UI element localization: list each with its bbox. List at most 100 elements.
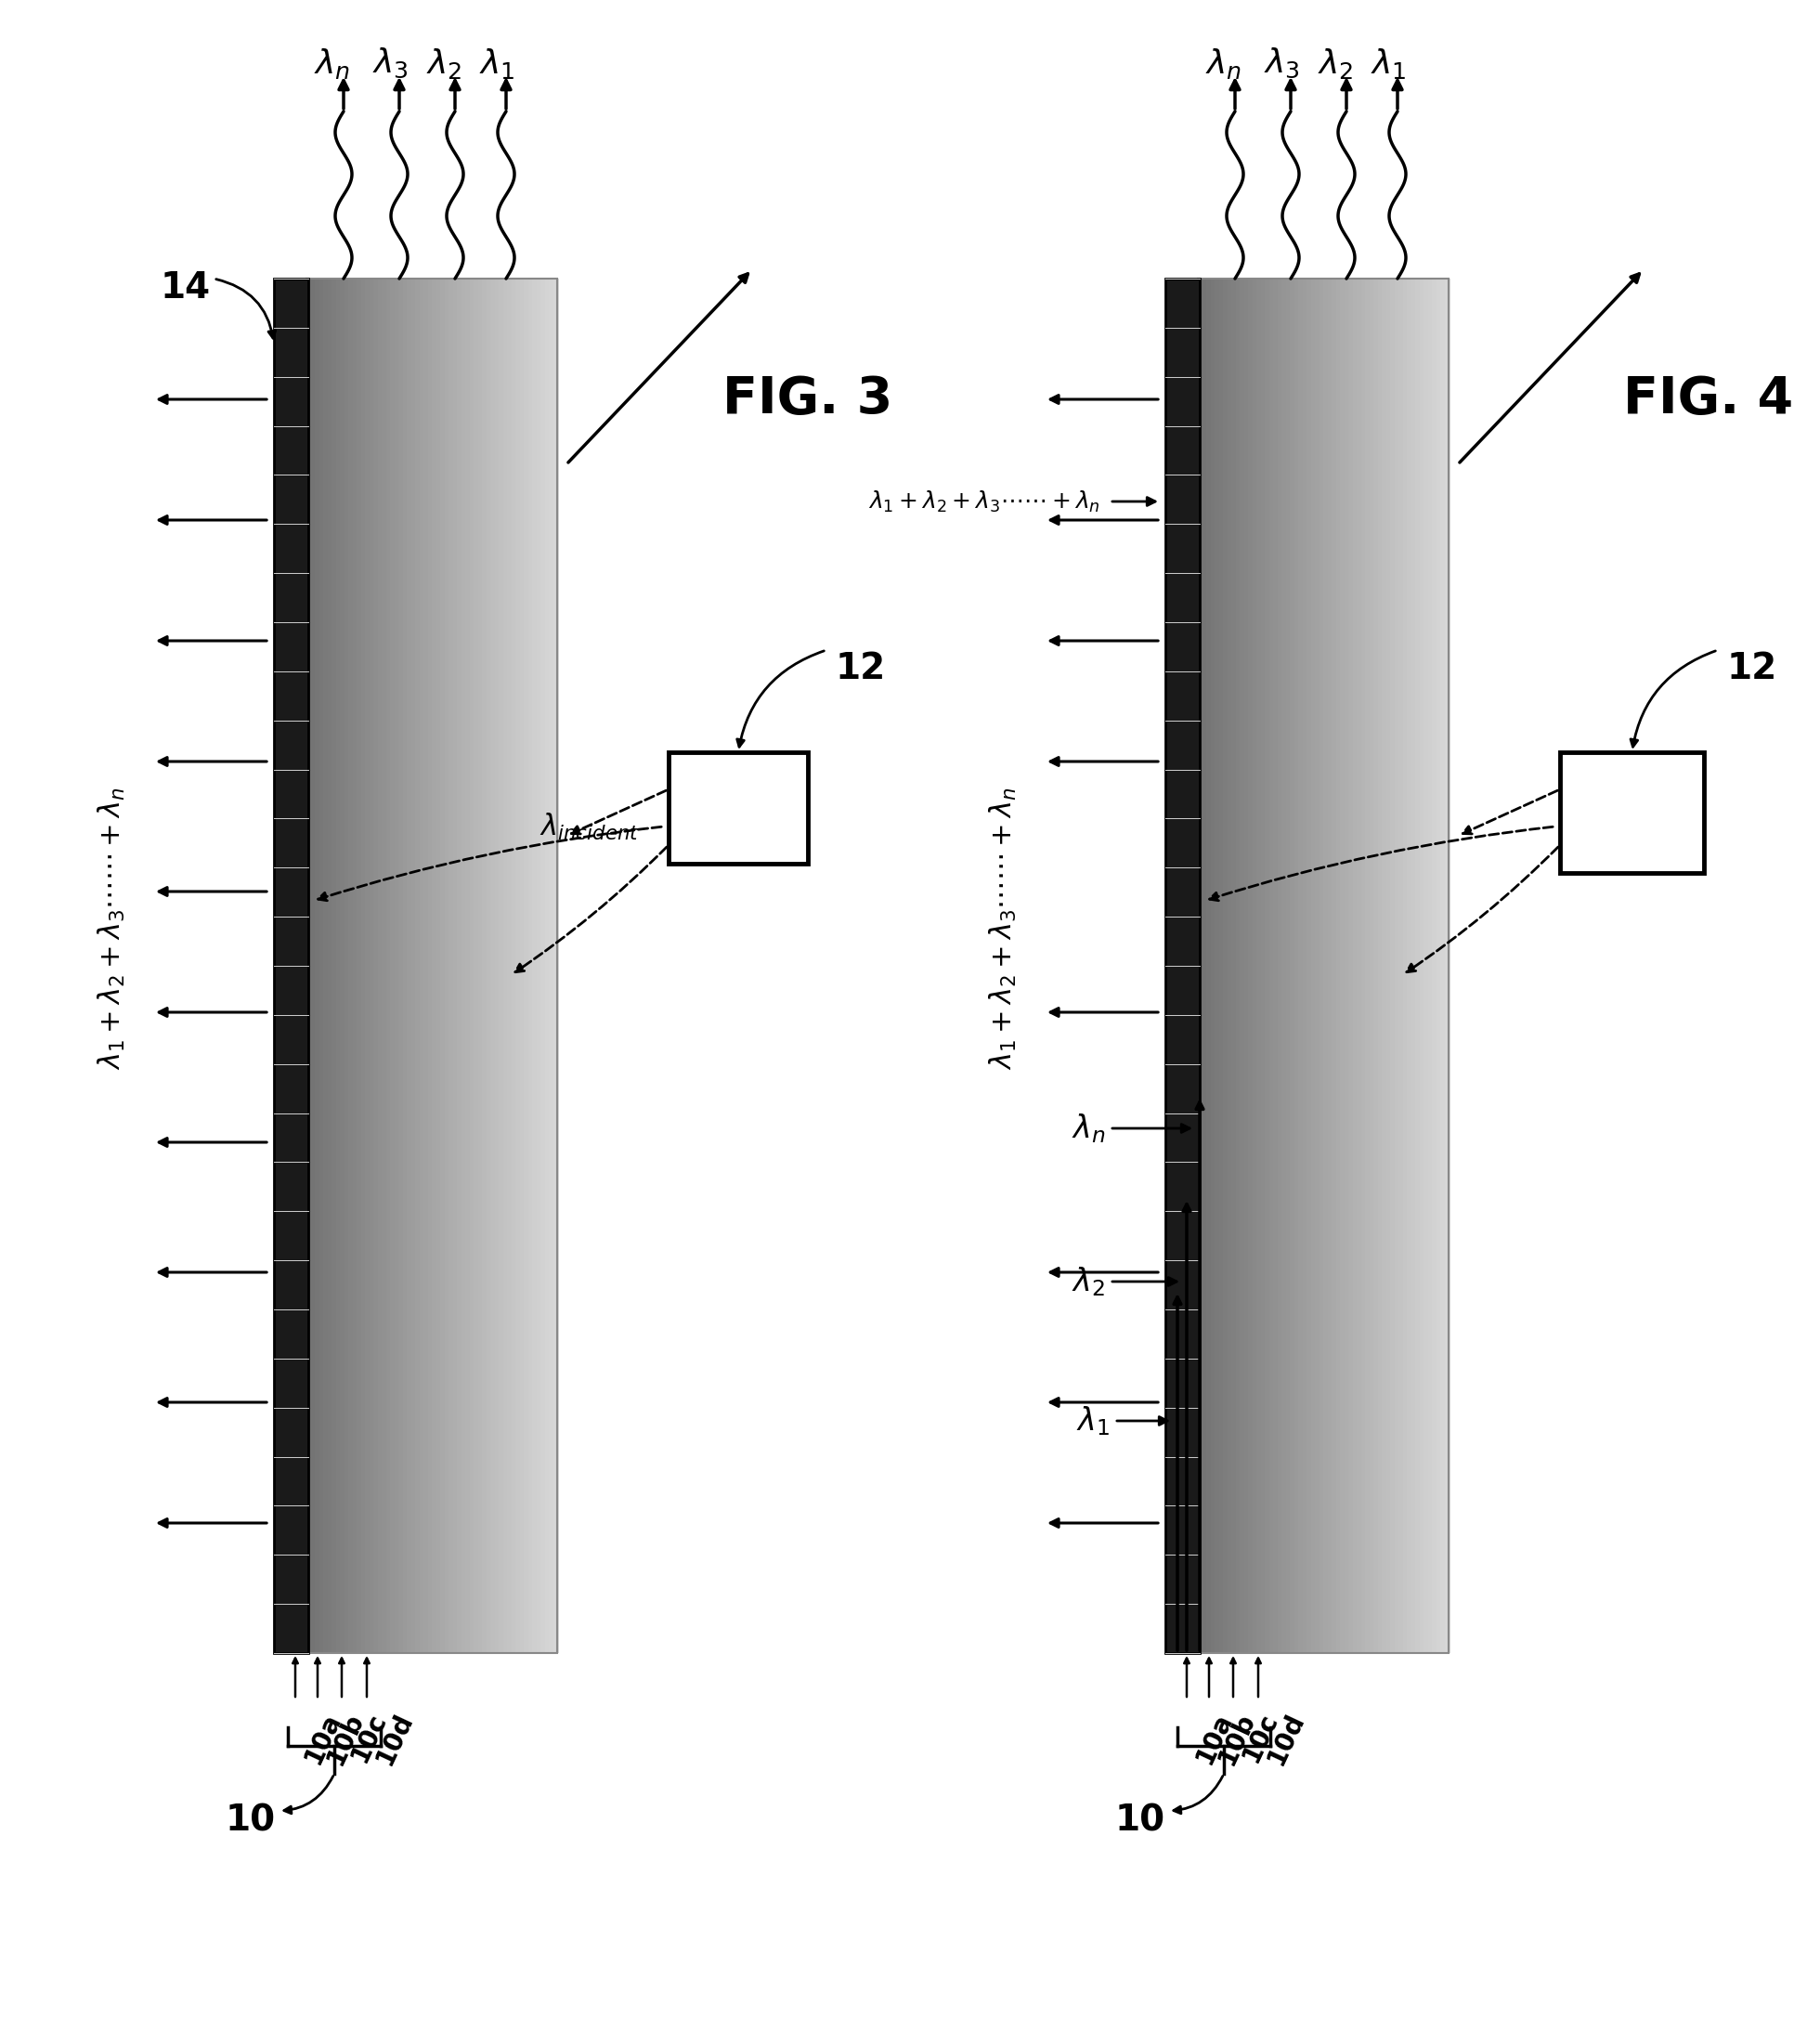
Bar — [1219, 278, 1225, 1653]
Text: 10c: 10c — [346, 1708, 391, 1767]
Bar — [1252, 278, 1258, 1653]
Text: FIG. 4: FIG. 4 — [1623, 374, 1793, 424]
Bar — [415, 278, 420, 1653]
Bar — [448, 278, 453, 1653]
Bar — [502, 278, 508, 1653]
Bar — [444, 278, 450, 1653]
Bar — [424, 278, 430, 1653]
Bar — [382, 278, 388, 1653]
Bar — [1349, 278, 1354, 1653]
Text: $\lambda_n$: $\lambda_n$ — [315, 47, 351, 81]
Bar — [1440, 278, 1445, 1653]
Bar — [1394, 278, 1400, 1653]
Bar — [1265, 278, 1270, 1653]
Bar — [1310, 278, 1316, 1653]
Text: $\lambda_n$: $\lambda_n$ — [1072, 1111, 1105, 1145]
Bar — [1214, 278, 1219, 1653]
Bar — [1374, 278, 1380, 1653]
Text: $\lambda_1 + \lambda_2 + \lambda_3 \cdots\cdots + \lambda_n$: $\lambda_1 + \lambda_2 + \lambda_3 \cdot… — [988, 788, 1017, 1070]
Text: $\lambda_1 + \lambda_2 + \lambda_3 \cdots\cdots + \lambda_n$: $\lambda_1 + \lambda_2 + \lambda_3 \cdot… — [868, 489, 1101, 514]
Bar — [544, 278, 550, 1653]
Bar — [315, 278, 320, 1653]
Bar — [411, 278, 417, 1653]
Text: $\lambda_1$: $\lambda_1$ — [1370, 47, 1407, 81]
Bar — [386, 278, 391, 1653]
Bar — [377, 278, 382, 1653]
Text: $\lambda_1$: $\lambda_1$ — [1076, 1403, 1110, 1438]
Bar — [306, 278, 311, 1653]
Bar — [490, 278, 495, 1653]
Bar — [399, 278, 404, 1653]
Bar — [419, 278, 424, 1653]
Bar — [348, 278, 353, 1653]
Bar — [318, 278, 324, 1653]
Bar — [1423, 278, 1429, 1653]
Bar — [1381, 278, 1387, 1653]
Bar — [437, 278, 442, 1653]
Bar — [306, 278, 557, 1653]
Bar — [470, 278, 475, 1653]
Bar — [1410, 278, 1416, 1653]
Text: $\lambda_2$: $\lambda_2$ — [426, 47, 462, 81]
Bar — [511, 278, 517, 1653]
Text: 10b: 10b — [1214, 1708, 1259, 1769]
Bar — [1269, 278, 1274, 1653]
Bar — [1232, 278, 1238, 1653]
Bar — [482, 278, 488, 1653]
Text: 10d: 10d — [1263, 1708, 1309, 1769]
Bar — [1290, 278, 1296, 1653]
Bar — [668, 751, 808, 863]
Bar — [1261, 278, 1267, 1653]
Bar — [495, 278, 500, 1653]
Bar — [1436, 278, 1441, 1653]
Bar — [1427, 278, 1434, 1653]
Bar — [553, 278, 559, 1653]
Text: 12: 12 — [835, 652, 886, 686]
Bar — [1327, 278, 1332, 1653]
Bar — [1332, 278, 1338, 1653]
Bar — [457, 278, 462, 1653]
Text: $\lambda_{incident}$: $\lambda_{incident}$ — [539, 810, 639, 843]
Bar — [1198, 278, 1449, 1653]
Bar — [1223, 278, 1229, 1653]
Bar — [1249, 278, 1254, 1653]
Bar — [519, 278, 526, 1653]
Bar — [524, 278, 530, 1653]
Bar — [1239, 278, 1245, 1653]
Bar — [1361, 278, 1367, 1653]
Bar — [1390, 278, 1396, 1653]
Bar — [1207, 278, 1212, 1653]
Bar — [1198, 278, 1203, 1653]
Bar — [1369, 278, 1374, 1653]
Bar — [1398, 278, 1403, 1653]
Bar — [486, 278, 491, 1653]
Bar — [1403, 278, 1409, 1653]
Text: 10d: 10d — [371, 1708, 419, 1769]
Bar — [366, 278, 371, 1653]
Bar — [1352, 278, 1358, 1653]
Bar — [1336, 278, 1341, 1653]
Bar — [373, 278, 379, 1653]
Bar — [428, 278, 433, 1653]
Bar — [1201, 278, 1208, 1653]
Bar — [1432, 278, 1438, 1653]
Bar — [344, 278, 349, 1653]
Text: $\lambda_1 + \lambda_2 + \lambda_3 \cdots\cdots + \lambda_n$: $\lambda_1 + \lambda_2 + \lambda_3 \cdot… — [96, 788, 127, 1070]
Bar — [1340, 278, 1345, 1653]
Bar — [1303, 278, 1309, 1653]
Bar — [1285, 278, 1290, 1653]
Text: 10c: 10c — [1238, 1708, 1283, 1767]
Bar — [275, 278, 308, 1653]
Text: $\lambda_1$: $\lambda_1$ — [479, 47, 515, 81]
Text: FIG. 3: FIG. 3 — [723, 374, 894, 424]
Text: 10a: 10a — [300, 1708, 346, 1769]
Bar — [550, 278, 555, 1653]
Bar — [1165, 278, 1199, 1653]
Bar — [353, 278, 359, 1653]
Bar — [369, 278, 375, 1653]
Bar — [324, 278, 329, 1653]
Bar — [1227, 278, 1232, 1653]
Bar — [431, 278, 437, 1653]
Bar — [360, 278, 366, 1653]
Bar — [1281, 278, 1287, 1653]
